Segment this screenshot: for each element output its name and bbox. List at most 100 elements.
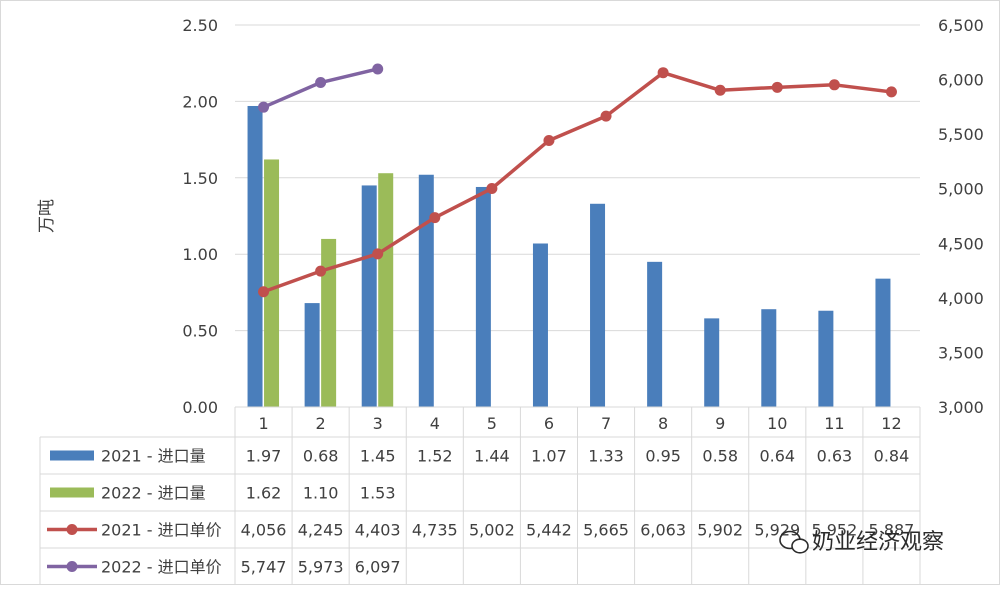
data-label: 1.62 [246,484,282,503]
data-label: 5,002 [469,521,515,540]
line-point [258,101,270,113]
y-right-tick-label: 5,000 [938,180,984,199]
y-right-tick-label: 6,000 [938,71,984,90]
watermark: 奶业经济观察 [779,530,944,555]
y-right-tick-label: 6,500 [938,16,984,35]
line-point [315,77,327,89]
bar-2021 [761,309,777,407]
data-label: 5,952 [811,521,857,540]
data-label: 1.44 [474,447,510,466]
data-label: 4,403 [355,521,401,540]
line-point [657,67,669,79]
y-axis-title: 万吨 [37,199,57,233]
data-label: 5,442 [526,521,572,540]
data-label: 1.33 [588,447,624,466]
bar-2022 [378,173,394,407]
bar-2021 [304,303,320,407]
bar-2022 [264,159,280,407]
x-tick-label: 6 [544,414,554,433]
data-label: 5,665 [583,521,629,540]
y-left-tick-label: 1.50 [182,169,218,188]
line-point [828,79,840,91]
bar-2021 [475,186,491,407]
x-tick-label: 9 [715,414,725,433]
data-label: 1.53 [360,484,396,503]
data-label: 1.52 [417,447,453,466]
data-label: 5,929 [754,521,800,540]
y-left-tick-label: 2.50 [182,16,218,35]
y-right-tick-label: 5,500 [938,125,984,144]
y-left-tick-label: 0.50 [182,322,218,341]
bar-2021 [704,318,720,407]
data-label: 1.45 [360,447,396,466]
bar-2021 [647,261,663,407]
watermark-text: 奶业经济观察 [812,530,944,555]
data-label: 4,056 [241,521,287,540]
x-tick-label: 1 [258,414,268,433]
data-label: 5,747 [241,558,287,577]
x-tick-label: 7 [601,414,611,433]
data-label: 0.58 [702,447,738,466]
data-label: 6,063 [640,521,686,540]
legend-label: 2021 - 进口单价 [101,521,222,540]
bar-2021 [818,310,834,407]
bar-2021 [418,174,434,407]
wechat-icon [779,530,809,554]
data-label: 6,097 [355,558,401,577]
data-label: 1.07 [531,447,567,466]
bar-2021 [361,185,377,407]
data-label: 5,902 [697,521,743,540]
data-label: 4,735 [412,521,458,540]
legend-swatch [50,487,94,498]
data-label: 5,887 [869,521,915,540]
data-label: 1.10 [303,484,339,503]
bar-2021 [590,203,606,407]
y-right-tick-label: 4,500 [938,234,984,253]
data-label: 5,973 [298,558,344,577]
legend-marker [66,561,78,572]
data-label: 0.64 [759,447,795,466]
y-right-tick-label: 3,500 [938,343,984,362]
x-tick-label: 4 [430,414,440,433]
line-point [372,248,384,260]
bar-2021 [532,243,548,407]
bar-2021 [247,105,263,407]
legend-label: 2022 - 进口单价 [101,558,222,577]
data-label: 0.95 [645,447,681,466]
line-point [885,86,897,98]
y-left-tick-label: 0.00 [182,398,218,417]
data-label: 0.84 [874,447,910,466]
legend-swatch [50,450,94,461]
data-label: 4,245 [298,521,344,540]
y-right-tick-label: 3,000 [938,398,984,417]
y-right-tick-label: 4,000 [938,289,984,308]
line-point [429,212,441,224]
x-tick-label: 3 [373,414,383,433]
line-point [714,84,726,96]
line-point [600,110,612,122]
y-left-tick-label: 2.00 [182,92,218,111]
data-label: 0.63 [817,447,853,466]
line-point [258,286,270,298]
line-point [372,63,384,75]
data-label: 1.97 [246,447,282,466]
line-point [543,134,555,146]
line-point [486,182,498,194]
y-left-tick-label: 1.00 [182,245,218,264]
x-tick-label: 10 [767,414,787,433]
x-tick-label: 12 [881,414,901,433]
data-label: 0.68 [303,447,339,466]
bar-2022 [321,238,337,407]
x-tick-label: 11 [824,414,844,433]
x-tick-label: 5 [487,414,497,433]
line-point [771,81,783,93]
legend-label: 2022 - 进口量 [101,484,206,503]
x-tick-label: 2 [316,414,326,433]
x-tick-label: 8 [658,414,668,433]
legend-label: 2021 - 进口量 [101,447,206,466]
line-point [315,265,327,277]
bar-2021 [875,278,891,407]
